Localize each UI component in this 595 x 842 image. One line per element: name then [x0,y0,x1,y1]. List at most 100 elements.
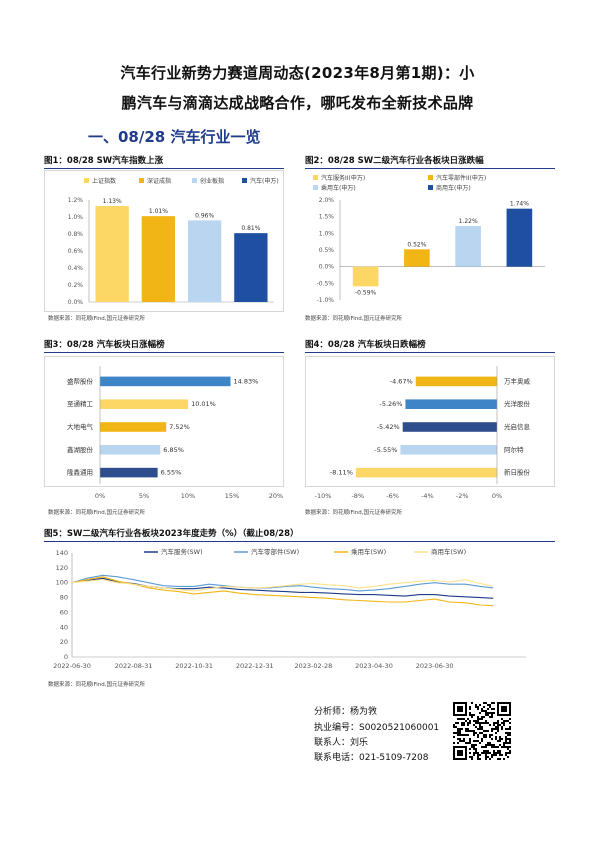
qr-module [509,752,511,754]
qr-module [469,714,471,716]
qr-module [491,744,493,746]
qr-module [477,734,479,736]
qr-module [509,746,511,748]
qr-module [483,750,485,752]
fig3-category: 大地电气 [67,422,94,431]
qr-module [499,738,501,740]
qr-module [457,722,459,724]
fig2-legend-label: 汽车零部件II(申万) [436,174,486,182]
qr-module [497,722,499,724]
qr-module [495,746,497,748]
fig4-data-label: -4.67% [390,377,413,385]
fig2-bar [455,226,481,267]
fig3-chart: 盛帮股份 14.83% 至通精工 10.01% 大地电气 7.52% 鑫湖股份 6.85% 隆鑫… [44,356,284,500]
fig4-category: 光洋股份 [504,399,531,408]
fig3-xtick: 20% [269,492,283,500]
fig2-ytick: 2.0% [319,197,335,204]
fig5-ytick: 100 [56,579,68,587]
qr-module [501,728,503,730]
qr-module [501,738,503,740]
qr-module [485,710,487,712]
qr-module [459,718,461,720]
qr-module [509,734,511,736]
qr-module [459,734,461,736]
analyst-cert: 执业编号：S0020521060001 [314,723,440,733]
qr-module [509,738,511,740]
qr-module [471,758,473,760]
analyst-name: 分析师：杨为敩 [314,707,378,717]
fig3-category: 盛帮股份 [67,376,94,385]
qr-module [459,728,461,730]
qr-module [493,754,495,756]
qr-module [485,702,487,704]
fig4-category: 新日股份 [504,468,531,477]
qr-module [487,704,489,706]
fig5-xtick: 2023-02-28 [295,662,333,670]
fig3-data-label: 6.55% [161,469,182,477]
qr-module [485,712,487,714]
qr-module [505,752,507,754]
qr-module [497,720,499,722]
qr-module [491,728,493,730]
fig3-category: 鑫湖股份 [67,445,94,454]
qr-module [457,734,459,736]
qr-module [471,702,473,704]
qr-module [479,704,481,706]
fig5-ytick: 120 [56,564,68,572]
qr-module [495,726,497,728]
fig2-chart: 汽车服务II(申万) 汽车零部件II(申万) 乘用车(申万) 商用车(申万) -1.0%… [313,174,545,304]
qr-module [481,716,483,718]
fig2-ytick: 1.5% [319,214,335,221]
fig4-bar [402,422,497,432]
fig2-legend-swatch [428,185,433,190]
fig5-ytick: 140 [56,549,68,557]
fig2-data-label: 1.22% [459,218,478,225]
qr-module [507,734,509,736]
fig5-ytick: 40 [60,623,68,631]
qr-module [501,746,503,748]
qr-module [495,738,497,740]
qr-module [455,732,457,734]
qr-module [479,742,481,744]
qr-module [477,756,479,758]
fig5-xtick: 2023-06-30 [416,662,454,670]
fig4-rule [305,352,555,353]
fig2-bar [506,208,533,267]
qr-module [505,738,507,740]
qr-module [467,742,469,744]
qr-module [499,758,501,760]
qr-module [461,718,463,720]
qr-module [503,724,505,726]
fig4-bar [355,467,497,478]
fig5-legend-label: 商用车(SW) [431,547,466,556]
fig3-bar [100,422,167,432]
qr-module [463,734,465,736]
qr-module [473,724,475,726]
qr-module [483,752,485,754]
qr-module [453,742,455,744]
qr-module [497,758,499,760]
qr-module [509,750,511,752]
fig3-category: 至通精工 [67,399,94,408]
qr-module [487,708,489,710]
report-title-line1: 汽车行业新势力赛道周动态(2023年8月第1期)：小 [120,64,475,82]
qr-module [471,714,473,716]
qr-module [475,706,477,708]
qr-module [493,746,495,748]
qr-module [469,756,471,758]
qr-module [487,714,489,716]
fig2-data-label: 0.52% [407,241,426,248]
fig1-bar [95,205,129,302]
qr-module [469,706,471,708]
fig2-bar [352,266,379,287]
qr-module [473,714,475,716]
qr-module [495,732,497,734]
fig3-bar [100,467,158,478]
qr-module [485,736,487,738]
qr-module [499,750,501,752]
fig5-legend-label: 汽车零部件(SW) [251,547,299,556]
qr-module [457,742,459,744]
qr-module [487,750,489,752]
qr-module [485,730,487,732]
fig1-legend-swatch [192,178,197,183]
